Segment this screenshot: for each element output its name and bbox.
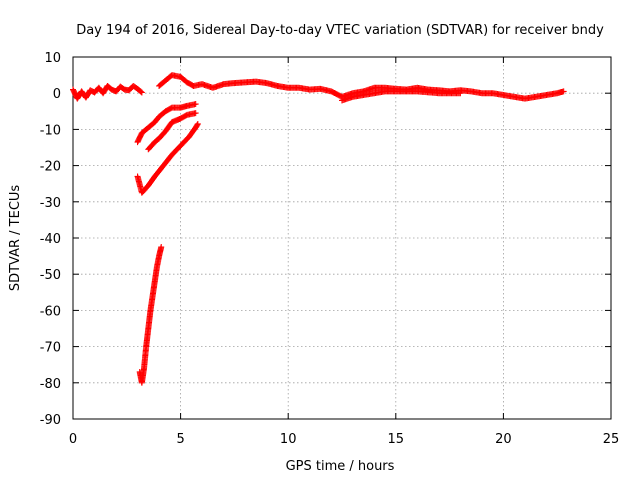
y-tick-label: -60 <box>40 304 61 319</box>
y-tick-label: -10 <box>40 123 61 138</box>
y-tick-label: 10 <box>44 51 61 66</box>
y-tick-label: -90 <box>40 413 61 428</box>
y-tick-label: -30 <box>40 196 61 211</box>
series-early-noise <box>70 82 145 102</box>
x-tick-label: 10 <box>280 432 297 447</box>
series-arc-2 <box>145 110 199 153</box>
axis-ticks: 0 5 10 15 20 25 10 0 -10 -20 -30 -40 -50 -60 -70 -80 -90 <box>40 51 620 447</box>
x-axis-label: GPS time / hours <box>286 459 395 474</box>
chart-title: Day 194 of 2016, Sidereal Day-to-day VTE… <box>76 23 604 38</box>
data-point <box>138 89 145 96</box>
series-steep-drop <box>136 244 165 386</box>
series-arc-3 <box>134 120 201 196</box>
y-tick-label: -40 <box>40 232 61 247</box>
series-arc-1 <box>134 101 199 146</box>
grid-lines <box>73 57 611 419</box>
data-points <box>70 72 567 386</box>
data-point <box>192 101 199 108</box>
data-point <box>138 88 145 95</box>
y-tick-label: 0 <box>53 87 61 102</box>
y-axis-label: SDTVAR / TECUs <box>8 185 23 292</box>
series-lower-band <box>339 88 464 104</box>
y-tick-label: -80 <box>40 377 61 392</box>
y-tick-label: -20 <box>40 160 61 175</box>
data-point <box>192 110 199 117</box>
x-tick-label: 0 <box>69 432 77 447</box>
data-point <box>560 88 567 95</box>
y-tick-label: -70 <box>40 341 61 356</box>
data-point <box>158 244 165 251</box>
x-tick-label: 5 <box>176 432 184 447</box>
series-main-band <box>156 72 567 102</box>
x-tick-label: 15 <box>388 432 405 447</box>
data-point <box>457 90 464 97</box>
x-tick-label: 20 <box>495 432 512 447</box>
y-tick-label: -50 <box>40 268 61 283</box>
x-tick-label: 25 <box>603 432 620 447</box>
data-point <box>194 120 201 127</box>
